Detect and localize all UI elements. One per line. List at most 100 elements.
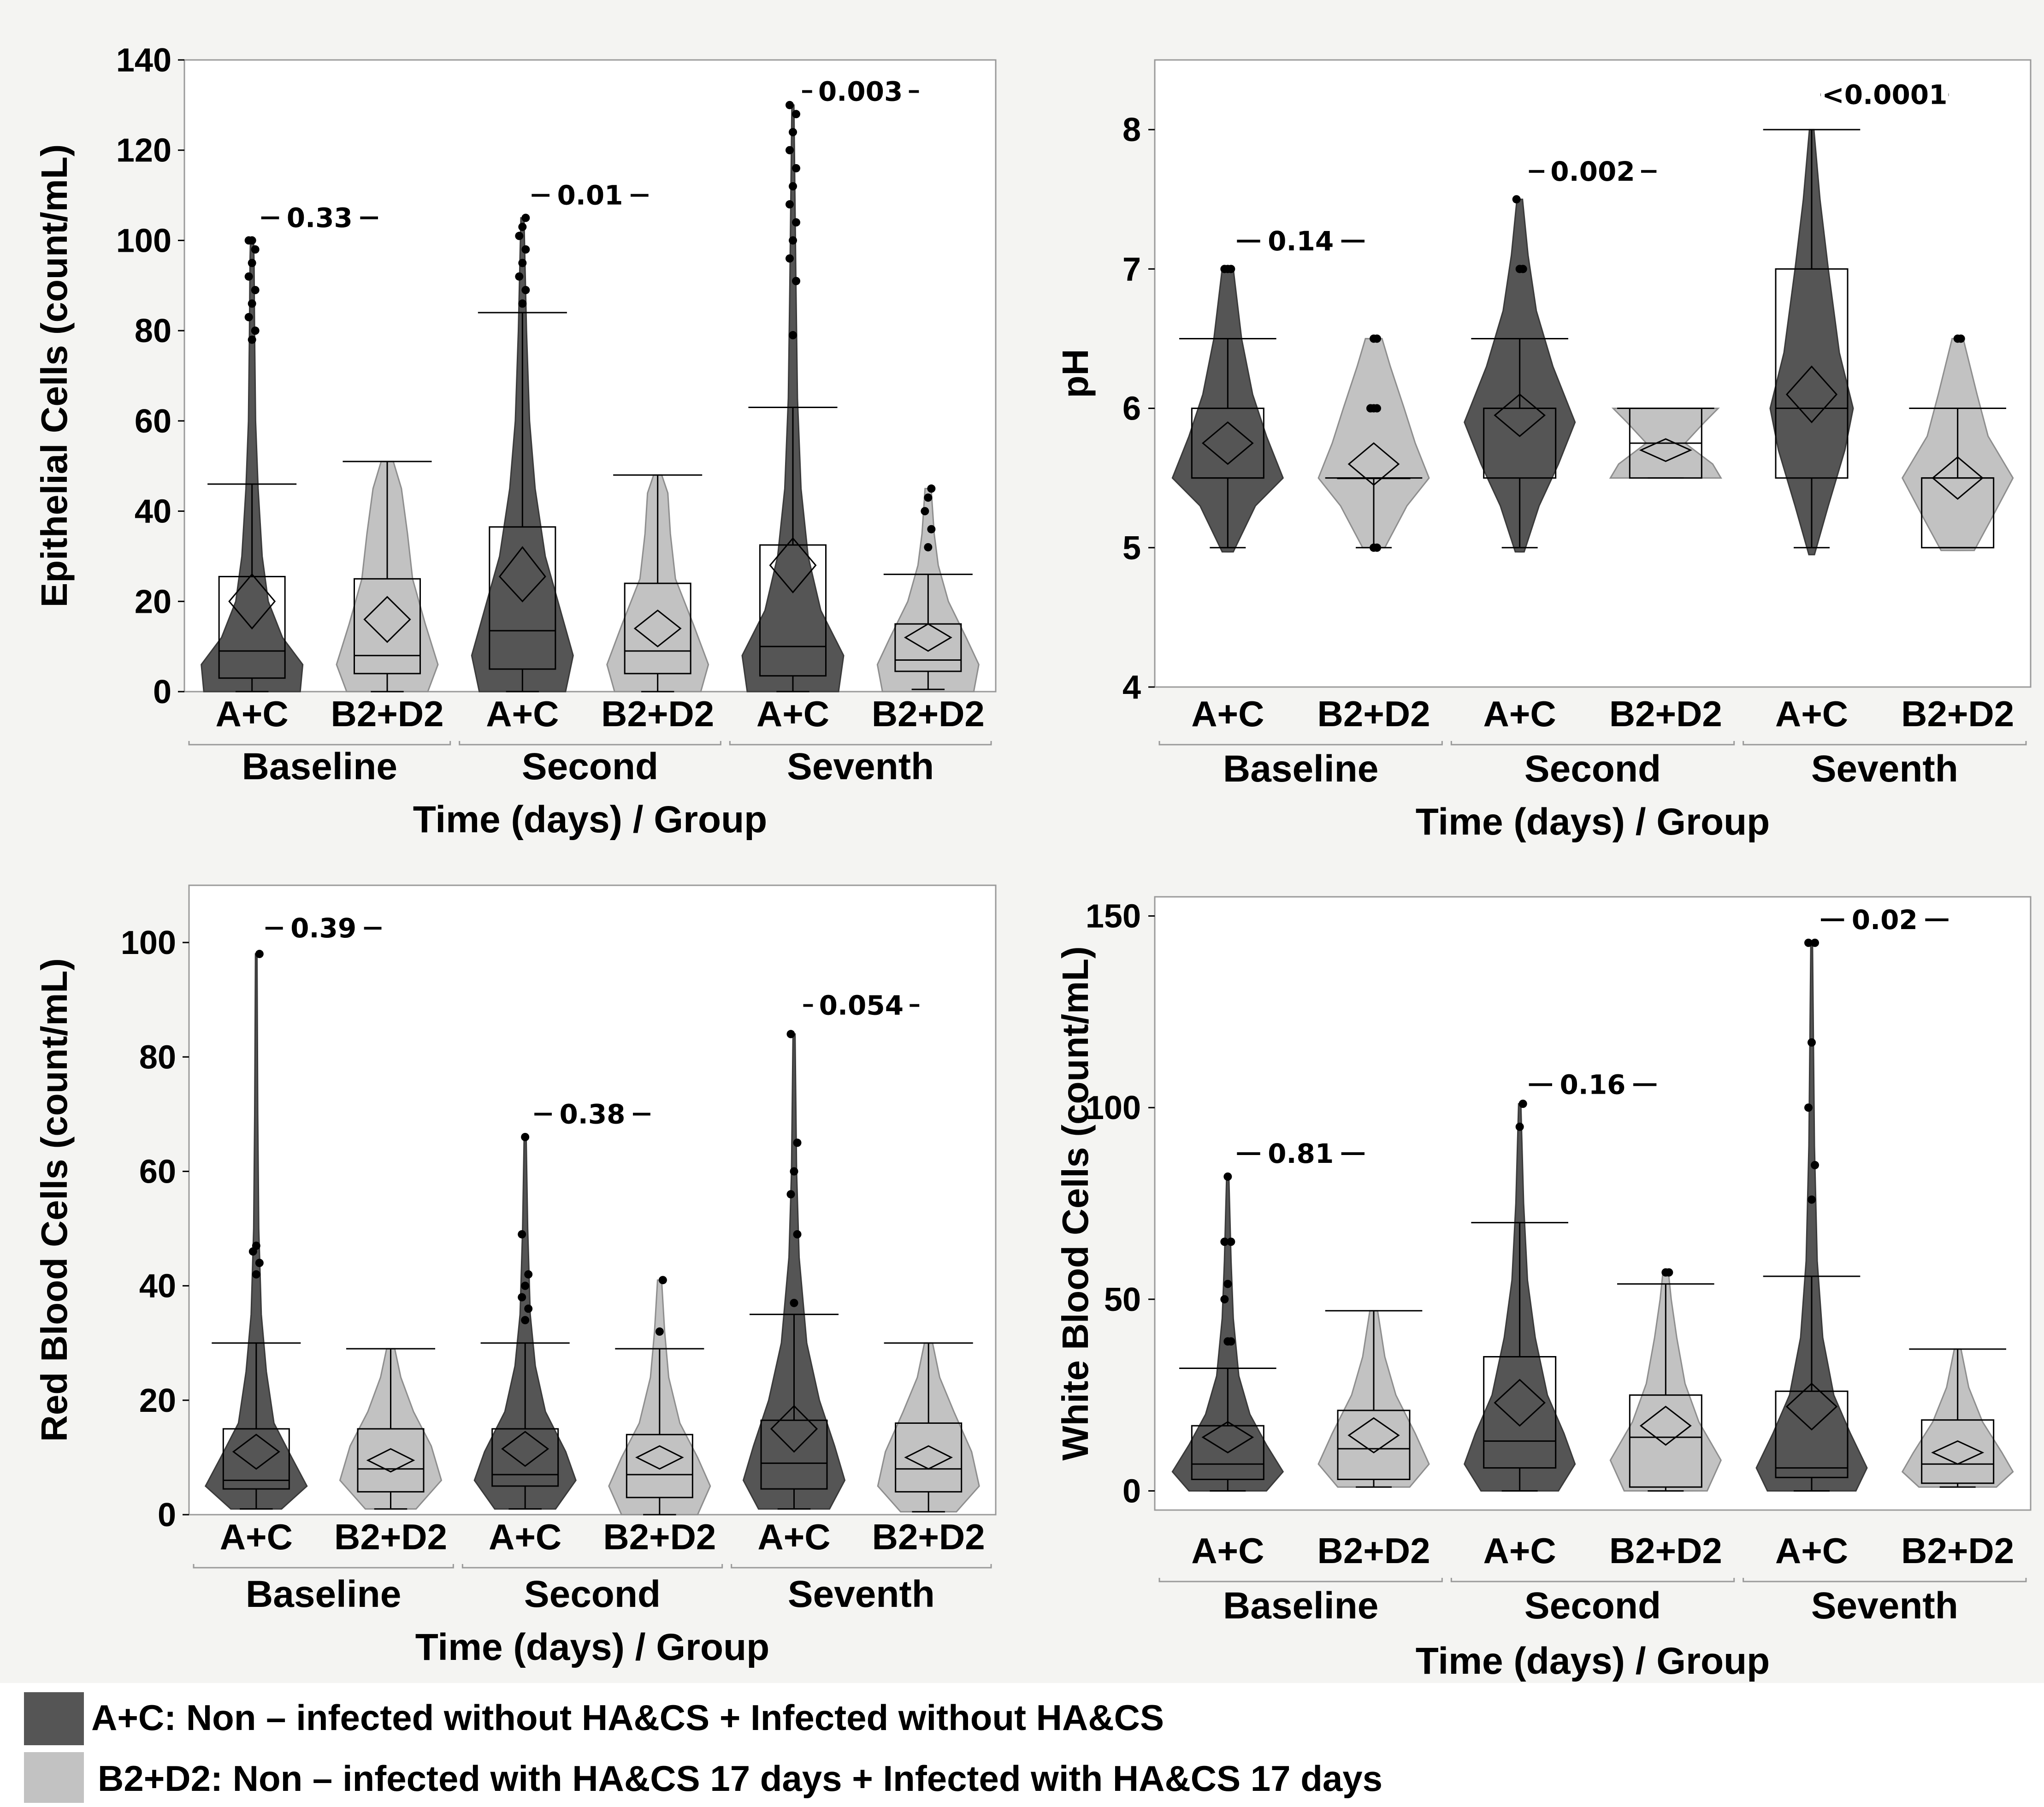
outlier-point xyxy=(786,1190,795,1199)
time-group-bracket xyxy=(461,1564,723,1569)
y-axis-label: White Blood Cells (count/mL) xyxy=(1055,946,1096,1460)
outlier-point xyxy=(1227,1337,1235,1346)
chart-panel-1: 0 20 40 60 80 100 120 140 Epithelial Cells (coun… xyxy=(34,42,997,841)
outlier-point xyxy=(1665,1268,1673,1277)
legend: A+C: Non – infected without HA&CS + Infe… xyxy=(24,1692,1382,1803)
pvalue-label: <0.0001 xyxy=(1822,79,1947,111)
time-group-label: Seventh xyxy=(787,746,934,788)
outlier-point xyxy=(251,286,260,295)
time-group-label: Seventh xyxy=(788,1573,935,1615)
mean-diamond xyxy=(1785,1382,1838,1431)
plot-area xyxy=(1154,59,2032,688)
time-group-label: Second xyxy=(1524,748,1661,790)
violin-second-a-c xyxy=(471,213,574,693)
x-category-label: A+C xyxy=(220,1517,293,1557)
outlier-point xyxy=(248,236,256,245)
outlier-point xyxy=(521,213,530,222)
y-tick-label: 4 xyxy=(1122,669,1141,706)
outlier-point xyxy=(248,335,256,344)
mean-diamond xyxy=(232,1434,280,1470)
time-group-bracket xyxy=(459,741,721,746)
outlier-point xyxy=(789,236,797,245)
pvalue-label: 0.33 xyxy=(287,202,353,234)
outlier-point xyxy=(1220,1238,1229,1246)
plot-area xyxy=(188,884,997,1516)
outlier-point xyxy=(518,1293,526,1302)
x-category-label: B2+D2 xyxy=(1317,693,1430,734)
y-tick-label: 100 xyxy=(1086,1090,1141,1126)
outlier-point xyxy=(1366,404,1375,413)
y-tick-label: 6 xyxy=(1122,391,1141,427)
outlier-point xyxy=(251,245,260,254)
time-group-bracket xyxy=(188,741,451,746)
pvalue-label: 0.38 xyxy=(559,1098,625,1130)
quartile-box xyxy=(759,544,827,677)
outlier-point xyxy=(252,1270,260,1279)
violin-seventh-b2-d2 xyxy=(877,1342,980,1513)
outlier-point xyxy=(1373,543,1381,552)
outlier-point xyxy=(786,101,794,109)
violin-seventh-b2-d2 xyxy=(1901,334,2014,551)
outlier-point xyxy=(521,1281,530,1290)
outlier-point xyxy=(521,1316,530,1325)
quartile-box xyxy=(357,1428,425,1493)
time-group-label: Second xyxy=(524,1573,661,1615)
mean-diamond xyxy=(363,596,411,643)
outlier-point xyxy=(789,331,797,339)
outlier-point xyxy=(655,1327,664,1336)
y-tick-label: 60 xyxy=(135,403,171,440)
time-group-label: Seventh xyxy=(1811,748,1958,790)
violin-seventh-a-c xyxy=(1755,938,1868,1492)
time-group-label: Baseline xyxy=(242,746,397,788)
quartile-box xyxy=(1191,1425,1264,1480)
outlier-point xyxy=(792,110,800,118)
quartile-box xyxy=(1921,1419,1995,1484)
outlier-point xyxy=(789,182,797,190)
mean-diamond xyxy=(1932,456,1984,500)
violin-second-a-c xyxy=(473,1133,577,1510)
outlier-point xyxy=(1811,1161,1819,1169)
mean-diamond xyxy=(633,609,682,648)
x-axis-label: Time (days) / Group xyxy=(415,1626,770,1668)
outlier-point xyxy=(1373,334,1381,343)
outlier-point xyxy=(927,484,936,493)
outlier-point xyxy=(658,1276,667,1285)
x-category-label: A+C xyxy=(1775,693,1848,734)
time-group-bracket xyxy=(1743,741,2027,746)
quartile-box xyxy=(222,1428,290,1490)
outlier-point xyxy=(515,231,524,240)
y-tick-label: 7 xyxy=(1122,251,1141,288)
legend-text-b2-d2: B2+D2: Non – infected with HA&CS 17 days… xyxy=(98,1758,1382,1799)
outlier-point xyxy=(521,286,530,295)
x-axis-label: Time (days) / Group xyxy=(413,799,768,841)
mean-diamond xyxy=(498,546,546,603)
outlier-point xyxy=(515,272,524,281)
y-tick-label: 40 xyxy=(139,1268,176,1305)
violin-seventh-a-c xyxy=(741,101,845,693)
quartile-box xyxy=(491,1428,559,1487)
y-axis-label: pH xyxy=(1055,349,1096,398)
outlier-point xyxy=(1956,334,1965,343)
outlier-point xyxy=(524,1304,533,1313)
outlier-point xyxy=(248,299,256,308)
outlier-point xyxy=(1811,938,1819,947)
y-tick-label: 60 xyxy=(139,1153,176,1190)
quartile-box xyxy=(218,575,286,679)
plot-area xyxy=(183,59,997,693)
pvalue-label: 0.81 xyxy=(1268,1138,1334,1169)
x-axis-label: Time (days) / Group xyxy=(1416,801,1770,843)
violin-baseline-b2-d2 xyxy=(339,1348,443,1510)
x-category-label: A+C xyxy=(1191,693,1264,734)
x-category-label: A+C xyxy=(1775,1530,1848,1571)
quartile-box xyxy=(1337,1410,1411,1480)
violin-second-b2-d2 xyxy=(1609,408,1722,479)
y-tick-label: 80 xyxy=(139,1039,176,1076)
x-category-label: A+C xyxy=(1483,693,1556,734)
y-tick-label: 100 xyxy=(116,222,171,259)
violin-baseline-a-c xyxy=(204,949,308,1510)
outlier-point xyxy=(789,128,797,136)
violin-baseline-b2-d2 xyxy=(336,461,439,693)
y-axis-label: Epithelial Cells (count/mL) xyxy=(34,144,75,608)
mean-diamond xyxy=(366,1448,415,1473)
mean-diamond xyxy=(770,1405,818,1453)
